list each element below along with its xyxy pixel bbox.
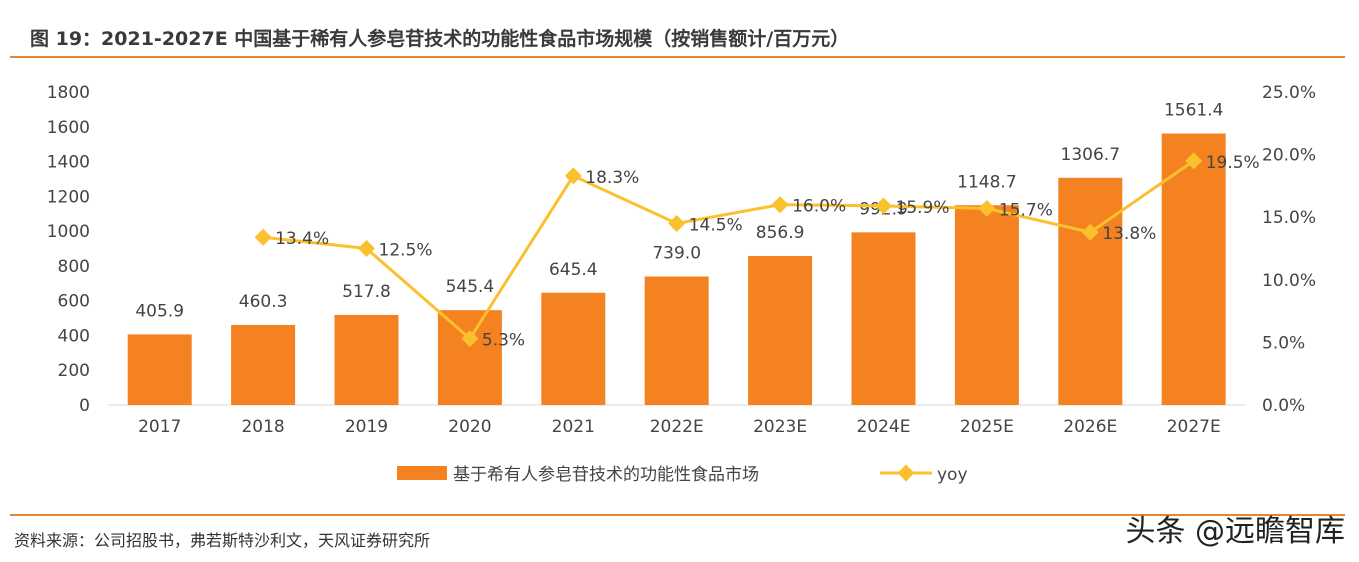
bottom-rule [10, 514, 1345, 516]
bar-data-label: 405.9 [135, 301, 184, 321]
y-tick-label: 1600 [47, 118, 90, 138]
bar-data-label: 856.9 [756, 223, 805, 243]
bar [127, 334, 192, 405]
x-tick-label: 2022E [650, 417, 704, 437]
yoy-point [564, 167, 582, 185]
y-tick-label: 1400 [47, 153, 90, 173]
yoy-data-label: 16.0% [792, 197, 846, 217]
bar-data-label: 460.3 [239, 292, 288, 312]
yoy-data-label: 12.5% [379, 241, 433, 261]
y-tick-label: 1800 [47, 83, 90, 103]
x-tick-label: 2021 [552, 417, 595, 437]
yoy-data-label: 19.5% [1206, 153, 1260, 173]
y-tick-label: 1200 [47, 187, 90, 207]
bar [644, 276, 709, 405]
legend-bar-label: 基于希有人参皂苷技术的功能性食品市场 [453, 465, 759, 485]
y-tick-label: 0 [79, 396, 90, 416]
yoy-line [262, 159, 1195, 341]
yoy-data-label: 5.3% [482, 331, 525, 351]
bar-data-label: 545.4 [446, 277, 495, 297]
yoy-data-label: 18.3% [585, 168, 639, 188]
x-tick-label: 2024E [856, 417, 910, 437]
y2-tick-label: 10.0% [1262, 271, 1316, 291]
yoy-point [875, 197, 892, 215]
legend-line-label: yoy [937, 465, 968, 485]
bar-data-label: 1148.7 [957, 172, 1016, 192]
top-rule [10, 56, 1345, 58]
bar-data-label: 1306.7 [1061, 145, 1120, 165]
bar [1161, 133, 1226, 406]
bar-data-label: 517.8 [342, 282, 391, 302]
source-note: 资料来源：公司招股书，弗若斯特沙利文，天风证券研究所 [14, 531, 431, 550]
yoy-point [254, 228, 272, 246]
bar-data-label: 645.4 [549, 260, 598, 280]
x-tick-label: 2023E [753, 417, 807, 437]
y-tick-label: 200 [58, 361, 90, 381]
chart-title: 图 19：2021-2027E 中国基于稀有人参皂苷技术的功能性食品市场规模（按… [30, 28, 850, 50]
yoy-point [358, 240, 375, 257]
x-tick-label: 2020 [448, 417, 491, 437]
bar [437, 310, 502, 405]
bar [334, 314, 399, 405]
bar [231, 324, 296, 405]
yoy-data-label: 13.8% [1102, 224, 1156, 244]
legend-bar-swatch [397, 466, 447, 480]
yoy-data-label: 15.9% [896, 198, 950, 218]
yoy-point [978, 199, 996, 217]
yoy-data-label: 15.7% [999, 200, 1053, 220]
bar-data-label: 739.0 [652, 243, 701, 263]
watermark: 头条 @远瞻智库 [1125, 514, 1345, 549]
x-tick-label: 2026E [1063, 417, 1117, 437]
bar [541, 292, 606, 405]
y-tick-label: 1000 [47, 222, 90, 242]
x-tick-label: 2019 [345, 417, 388, 437]
bar [954, 205, 1019, 405]
legend-line-marker [897, 464, 915, 482]
bar [851, 232, 916, 405]
y2-tick-label: 5.0% [1262, 333, 1305, 353]
x-tick-label: 2025E [960, 417, 1014, 437]
yoy-point [461, 330, 479, 348]
y2-tick-label: 0.0% [1262, 396, 1305, 416]
x-tick-label: 2027E [1167, 417, 1221, 437]
yoy-data-label: 14.5% [689, 215, 743, 235]
yoy-point [771, 196, 789, 214]
x-tick-label: 2017 [138, 417, 181, 437]
y2-tick-label: 20.0% [1262, 146, 1316, 166]
y-tick-label: 400 [58, 326, 90, 346]
y2-tick-label: 15.0% [1262, 208, 1316, 228]
bar-data-label: 1561.4 [1164, 100, 1223, 120]
x-tick-label: 2018 [241, 417, 284, 437]
bar [1058, 177, 1123, 405]
yoy-point [668, 214, 686, 232]
bar [748, 255, 813, 405]
y-tick-label: 800 [58, 257, 90, 277]
y-tick-label: 600 [58, 292, 90, 312]
y2-tick-label: 25.0% [1262, 83, 1316, 103]
yoy-data-label: 13.4% [275, 229, 329, 249]
